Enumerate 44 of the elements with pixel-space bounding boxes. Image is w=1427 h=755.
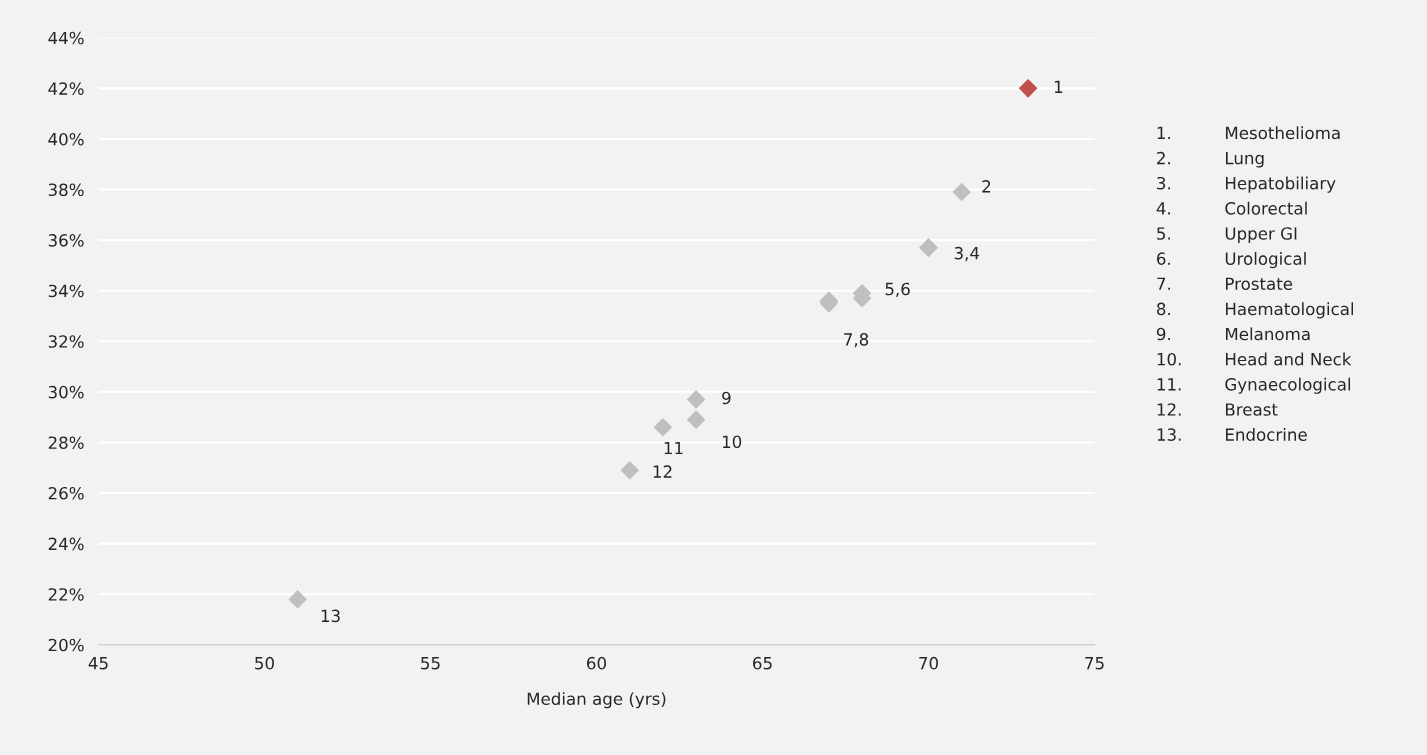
y-tick-label: 38% <box>48 183 84 197</box>
annotation: 2 <box>982 180 991 193</box>
text: 2. Lung <box>1157 151 1264 168</box>
text: 5. Upper GI <box>1157 227 1297 244</box>
text: 13. Endocrine <box>1157 428 1307 441</box>
text: 12. Breast <box>1157 403 1278 416</box>
y-tick-label: 30% <box>48 385 84 399</box>
x-tick-label: 55 <box>421 657 440 670</box>
y-tick-label: 34% <box>48 284 84 298</box>
y-tick-label: 36% <box>48 234 84 247</box>
x-tick-label: 75 <box>1085 657 1104 670</box>
y-tick-label: 44% <box>48 31 84 45</box>
text: 8. Haematological <box>1157 302 1354 319</box>
y-tick-label: 42% <box>48 82 84 95</box>
y-tick-label: 40% <box>48 132 84 146</box>
text: 4. Colorectal <box>1156 201 1307 215</box>
y-tick-label: 24% <box>48 537 84 551</box>
annotation: 9 <box>722 391 731 405</box>
annotation: 13 <box>321 609 340 623</box>
y-tick-label: 28% <box>48 436 84 449</box>
text: 1. Mesothelioma <box>1157 126 1340 140</box>
x-axis-title: Median age (yrs) <box>527 692 666 709</box>
x-tick-label: 45 <box>88 657 108 670</box>
x-tick-label: 50 <box>255 656 274 670</box>
annotation: 7,8 <box>844 333 869 348</box>
text: 7. Prostate <box>1157 277 1293 291</box>
annotation: 12 <box>653 465 672 478</box>
text: 9. Melanoma <box>1156 327 1310 341</box>
text: 10. Head and Neck <box>1157 352 1352 366</box>
y-tick-label: 26% <box>48 486 84 500</box>
x-tick-label: 65 <box>753 656 772 670</box>
x-tick-label: 70 <box>919 656 938 670</box>
text: 3. Hepatobiliary <box>1157 176 1336 193</box>
y-tick-label: 22% <box>48 588 84 601</box>
y-tick-label: 32% <box>48 335 84 348</box>
annotation: 11 <box>664 441 683 455</box>
annotation: 1 <box>1054 80 1063 93</box>
annotation: 5,6 <box>885 282 910 297</box>
annotation: 10 <box>722 435 742 449</box>
y-tick-label: 20% <box>48 638 84 652</box>
annotation: 3,4 <box>954 246 980 262</box>
x-tick-label: 60 <box>587 656 606 670</box>
text: 6. Urological <box>1157 252 1306 269</box>
text: 11. Gynaecological <box>1157 377 1351 394</box>
